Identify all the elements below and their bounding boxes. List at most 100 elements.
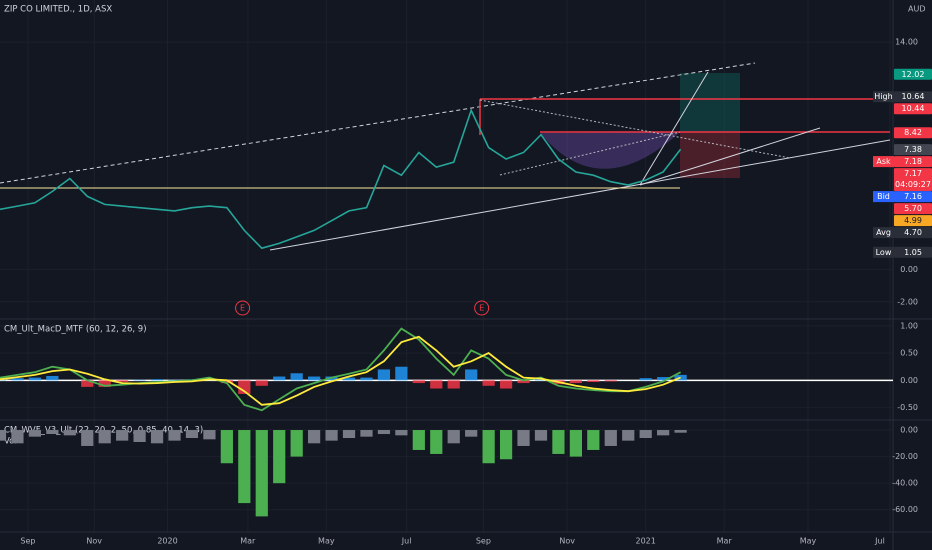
bar bbox=[430, 430, 443, 454]
price-tag-label: 1.05 bbox=[904, 248, 922, 257]
price-tag bbox=[894, 144, 932, 156]
event-marker bbox=[235, 300, 251, 316]
histogram-bar bbox=[604, 380, 617, 382]
price-tag-label: 10.64 bbox=[902, 92, 925, 101]
histogram-bar bbox=[534, 379, 548, 381]
x-tick-label: Mar bbox=[240, 537, 256, 546]
x-tick-label: May bbox=[800, 537, 817, 546]
y-tick-label: 1.00 bbox=[900, 321, 918, 330]
histogram-bar bbox=[133, 379, 146, 381]
histogram-bar bbox=[81, 380, 94, 387]
currency: AUD bbox=[908, 5, 926, 14]
bar bbox=[28, 430, 42, 437]
price-tag bbox=[894, 103, 932, 115]
price-tag-name-bg bbox=[873, 191, 894, 203]
histogram-bar bbox=[395, 366, 408, 381]
price-tag-name: Bid bbox=[877, 192, 890, 201]
x-tick-label: Mar bbox=[717, 537, 733, 546]
price-tag-label: 8.42 bbox=[904, 128, 922, 137]
histogram-bar bbox=[517, 380, 530, 384]
event-label: E bbox=[240, 304, 245, 313]
bar bbox=[657, 430, 670, 436]
bar bbox=[238, 430, 251, 504]
price-tag bbox=[894, 215, 932, 227]
price-tag-label: 7.18 bbox=[904, 157, 922, 166]
y-tick-label: 0.00 bbox=[900, 426, 918, 435]
pane-subtitle: Vol bbox=[4, 437, 17, 447]
bar bbox=[168, 430, 181, 441]
y-tick-label: -40.00 bbox=[892, 479, 918, 488]
price-tag bbox=[894, 191, 932, 203]
bar bbox=[342, 430, 356, 439]
bar bbox=[447, 430, 460, 444]
bar bbox=[499, 430, 513, 460]
histogram-bar bbox=[46, 375, 59, 381]
x-tick-label: Jul bbox=[401, 537, 412, 546]
breakout-line bbox=[639, 71, 709, 186]
upper-trendline bbox=[0, 62, 756, 184]
price-tag-name: High bbox=[874, 92, 892, 101]
bar bbox=[674, 430, 687, 433]
bar bbox=[150, 430, 164, 444]
histogram-bar bbox=[238, 380, 251, 394]
bar bbox=[639, 430, 652, 439]
x-tick-label: Nov bbox=[86, 537, 102, 546]
bar bbox=[517, 430, 530, 446]
histogram-bar bbox=[98, 380, 111, 387]
bar bbox=[587, 430, 600, 450]
price-tag-label: 7.17 bbox=[904, 169, 922, 178]
bar bbox=[412, 430, 425, 450]
price-tag-name-bg bbox=[873, 156, 894, 168]
histogram-bar bbox=[465, 369, 478, 381]
y-tick-label: -0.50 bbox=[897, 403, 918, 412]
line bbox=[0, 327, 682, 412]
pane-title: CM_Ult_MacD_MTF (60, 12, 26, 9) bbox=[4, 325, 147, 335]
histogram-bar bbox=[587, 380, 600, 382]
price-tag bbox=[894, 227, 932, 239]
bar bbox=[308, 430, 321, 444]
histogram-bar bbox=[447, 380, 460, 389]
price-tag bbox=[894, 156, 932, 168]
histogram-bar bbox=[168, 379, 181, 381]
price-tag bbox=[894, 68, 932, 80]
price-tag-name-bg bbox=[873, 246, 894, 258]
y-tick-label: -20.00 bbox=[892, 452, 918, 461]
countdown: 04:09:27 bbox=[895, 180, 931, 189]
line bbox=[0, 108, 682, 250]
histogram-bar bbox=[377, 369, 391, 381]
price-tag-label: 5.70 bbox=[904, 204, 922, 213]
histogram-bar bbox=[116, 380, 129, 382]
histogram-bar bbox=[569, 380, 582, 384]
bar bbox=[185, 430, 199, 439]
price-tag-name: Low bbox=[876, 248, 892, 257]
histogram-bar bbox=[150, 379, 164, 381]
histogram-bar bbox=[499, 380, 513, 389]
price-tag-name: Ask bbox=[876, 157, 891, 166]
chart-title: ZIP CO LIMITED., 1D, ASX bbox=[4, 5, 112, 15]
bar bbox=[203, 430, 216, 440]
bar bbox=[534, 430, 548, 441]
bar bbox=[98, 430, 111, 444]
channel-line bbox=[479, 99, 791, 159]
histogram-bar bbox=[28, 377, 42, 381]
histogram-bar bbox=[308, 376, 321, 381]
histogram-bar bbox=[412, 380, 425, 384]
y-tick-label: 0.00 bbox=[900, 376, 918, 385]
bar bbox=[290, 430, 303, 457]
histogram-bar bbox=[482, 380, 495, 386]
channel-line bbox=[499, 131, 681, 176]
bar bbox=[325, 430, 338, 441]
y-tick-label: 14.00 bbox=[895, 38, 918, 47]
breakout-line bbox=[639, 127, 821, 186]
histogram-bar bbox=[11, 378, 24, 381]
bar bbox=[81, 430, 94, 446]
bar bbox=[569, 430, 582, 457]
y-tick-label: -60.00 bbox=[892, 505, 918, 514]
y-tick-label: -2.00 bbox=[897, 297, 918, 306]
histogram-bar bbox=[255, 380, 268, 386]
price-tag bbox=[894, 246, 932, 258]
bar bbox=[46, 430, 59, 435]
x-tick-label: Sep bbox=[20, 537, 35, 546]
bar bbox=[11, 430, 24, 444]
